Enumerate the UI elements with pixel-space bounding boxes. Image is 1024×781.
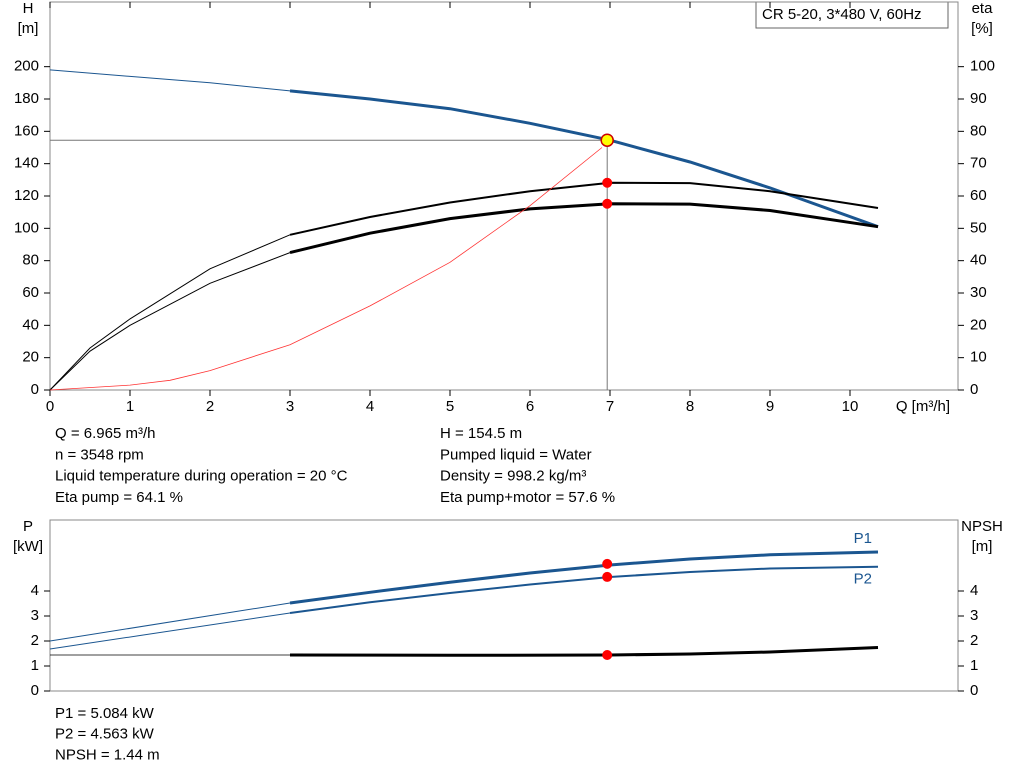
operating-point	[602, 650, 613, 660]
x-tick-label: 1	[126, 398, 134, 415]
y2-tick-label: 1	[970, 657, 978, 674]
y-axis-label: [m]	[18, 20, 39, 37]
y2-tick-label: 2	[970, 632, 978, 649]
y2-tick-label: 0	[970, 381, 978, 398]
curve	[289, 181, 879, 236]
curve	[289, 202, 879, 255]
curve	[289, 550, 879, 605]
y-axis-label: [kW]	[13, 538, 43, 555]
info-text: Q = 6.965 m³/h	[55, 425, 155, 442]
y-tick-label: 180	[14, 90, 39, 107]
x-tick-label: 2	[206, 398, 214, 415]
curve	[49, 147, 603, 391]
y2-tick-label: 50	[970, 219, 987, 236]
curve	[49, 612, 291, 650]
y-tick-label: 120	[14, 187, 39, 204]
y-tick-label: 200	[14, 58, 39, 75]
y-tick-label: 100	[14, 219, 39, 236]
plot-frame	[49, 519, 959, 692]
curve	[289, 565, 879, 614]
x-tick-label: 8	[686, 398, 694, 415]
y-tick-label: 60	[22, 284, 39, 301]
x-tick-label: 3	[286, 398, 294, 415]
y2-tick-label: 60	[970, 187, 987, 204]
y2-tick-label: 30	[970, 284, 987, 301]
x-tick-label: 9	[766, 398, 774, 415]
x-tick-label: 6	[526, 398, 534, 415]
y2-axis-label: NPSH	[961, 518, 1003, 535]
y-tick-label: 140	[14, 155, 39, 172]
y-tick-label: 4	[31, 582, 39, 599]
series-label: P1	[854, 530, 872, 547]
y2-axis-label: [m]	[972, 538, 993, 555]
curve	[49, 69, 291, 92]
info-text: Liquid temperature during operation = 20…	[55, 468, 348, 485]
x-tick-label: 7	[606, 398, 614, 415]
operating-point	[602, 558, 613, 569]
model-label-box	[755, 1, 949, 29]
y2-axis-label: eta	[972, 0, 994, 17]
info-text: NPSH = 1.44 m	[55, 746, 160, 763]
info-text: Density = 998.2 kg/m³	[440, 468, 586, 485]
y-tick-label: 20	[22, 349, 39, 366]
y-tick-label: 80	[22, 252, 39, 269]
y2-tick-label: 10	[970, 349, 987, 366]
operating-point	[602, 198, 613, 209]
x-tick-label: 4	[366, 398, 374, 415]
curve	[49, 602, 291, 642]
y-tick-label: 3	[31, 607, 39, 624]
y-tick-label: 0	[31, 381, 39, 398]
y-tick-label: 2	[31, 632, 39, 649]
x-axis-label: Q [m³/h]	[896, 398, 950, 415]
y2-tick-label: 20	[970, 316, 987, 333]
x-tick-label: 10	[842, 398, 859, 415]
y2-tick-label: 90	[970, 90, 987, 107]
y-tick-label: 1	[31, 657, 39, 674]
info-text: Eta pump = 64.1 %	[55, 489, 183, 506]
y-axis-label: P	[23, 518, 33, 535]
y2-axis-label: [%]	[971, 20, 993, 37]
y2-tick-label: 100	[970, 58, 995, 75]
info-text: n = 3548 rpm	[55, 446, 144, 463]
y2-tick-label: 40	[970, 252, 987, 269]
info-text: Eta pump+motor = 57.6 %	[440, 489, 615, 506]
operating-point	[600, 133, 614, 147]
info-text: Pumped liquid = Water	[440, 446, 592, 463]
info-text: P1 = 5.084 kW	[55, 705, 155, 722]
x-tick-label: 0	[46, 398, 54, 415]
operating-point	[602, 571, 613, 582]
curve	[49, 252, 291, 391]
y-axis-label: H	[23, 0, 34, 17]
y2-tick-label: 70	[970, 155, 987, 172]
y2-tick-label: 80	[970, 122, 987, 139]
operating-point	[602, 177, 613, 188]
curve	[289, 89, 879, 229]
y-tick-label: 0	[31, 682, 39, 699]
curve	[49, 234, 291, 391]
curve	[289, 646, 879, 657]
y2-tick-label: 4	[970, 582, 978, 599]
model-label: CR 5-20, 3*480 V, 60Hz	[762, 6, 922, 23]
y-tick-label: 40	[22, 316, 39, 333]
y2-tick-label: 3	[970, 607, 978, 624]
y-tick-label: 160	[14, 122, 39, 139]
series-label: P2	[854, 571, 872, 588]
info-text: H = 154.5 m	[440, 425, 522, 442]
info-text: P2 = 4.563 kW	[55, 726, 155, 743]
y2-tick-label: 0	[970, 682, 978, 699]
x-tick-label: 5	[446, 398, 454, 415]
